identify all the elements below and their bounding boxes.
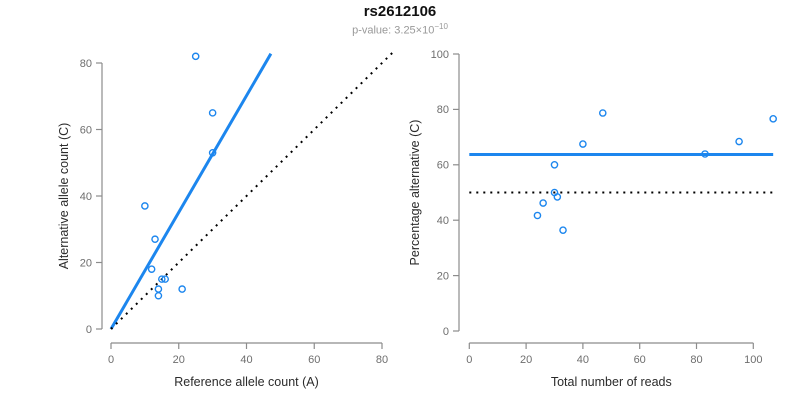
data-point [598,109,607,117]
x-tick-label: 40 [577,354,589,366]
data-point [769,115,777,123]
data-point [151,235,159,244]
data-point [559,226,567,234]
y-tick-label: 60 [80,124,92,136]
data-point [141,202,149,210]
y-tick-label: 80 [437,104,449,116]
data-point [158,275,166,283]
x-tick-label: 80 [690,354,702,366]
data-point [208,109,217,117]
panel-right: 0 20 40 60 80 100 0 20 40 60 80 100 Total number of … [408,49,777,389]
y-tick-label: 0 [443,326,449,338]
x-tick-label: 40 [240,354,252,366]
x-tick-label: 100 [744,354,762,366]
y-axis-title: Alternative allele count (C) [57,123,71,270]
y-tick-label: 40 [80,191,92,203]
y-tick-label: 20 [437,270,449,282]
panel-left: 0 20 40 60 80 0 20 40 60 80 Reference allele count… [57,52,393,389]
y-tick-label: 0 [86,324,92,336]
data-point [154,291,163,300]
x-tick-label: 20 [520,354,532,366]
data-point [579,140,587,148]
data-point [191,52,200,61]
x-axis-title: Total number of reads [551,375,672,389]
data-point [701,150,709,158]
data-point [208,148,217,157]
x-tick-label: 60 [308,354,320,366]
x-tick-label: 0 [108,354,114,366]
x-axis-title: Reference allele count (A) [174,375,319,389]
fitted-ratio-line [109,52,273,330]
x-tick-label: 80 [376,354,388,366]
data-point [147,265,156,273]
y-axis-title: Percentage alternative (C) [408,120,422,266]
x-tick-label: 0 [466,354,472,366]
data-point [550,160,559,169]
x-tick-label: 60 [634,354,646,366]
y-tick-label: 20 [80,257,92,269]
y-tick-label: 100 [431,49,449,61]
x-tick-label: 20 [173,354,185,366]
y-tick-label: 60 [437,160,449,172]
data-point [539,199,547,207]
data-point [533,211,542,220]
data-point [178,285,186,293]
y-tick-label: 80 [80,58,92,70]
data-point [735,137,743,146]
identity-line [110,52,393,330]
data-point [154,285,163,293]
data-point [161,275,169,283]
data-point [553,193,562,201]
y-tick-label: 40 [437,215,449,227]
